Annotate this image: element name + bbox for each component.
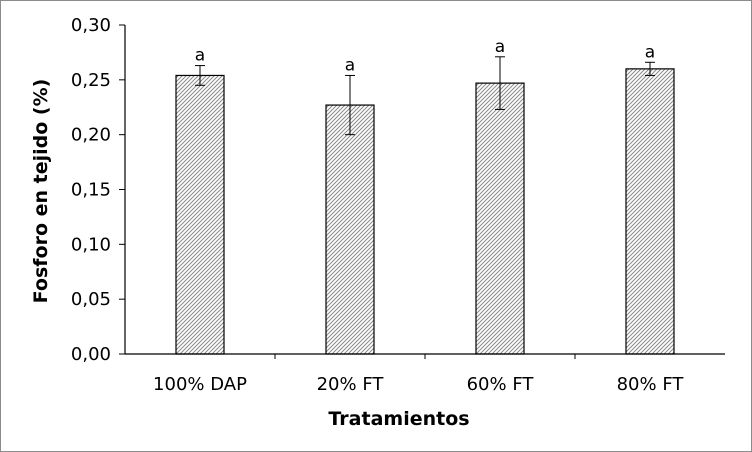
bar (625, 68, 675, 355)
x-tick-label: 80% FT (617, 374, 685, 395)
y-tick-label: 0,10 (71, 234, 111, 255)
x-tick-label: 60% FT (467, 374, 535, 395)
significance-label: a (645, 42, 655, 62)
y-tick-label: 0,30 (71, 15, 111, 36)
y-tick-label: 0,15 (71, 180, 111, 201)
y-tick-label: 0,25 (71, 70, 111, 91)
ticks-layer: 100% DAP 20% FT 60% FT 80% FT 0,00 0,05 0,10 0,… (71, 15, 684, 395)
y-tick-label: 0,00 (71, 344, 111, 365)
bar (325, 104, 375, 355)
significance-label: a (495, 37, 505, 57)
significance-labels-layer: a aa a (195, 37, 655, 76)
bars-layer (175, 68, 675, 355)
bar (175, 74, 225, 355)
x-axis-title: Tratamientos (328, 408, 469, 430)
bar (475, 82, 525, 355)
y-tick-label: 0,05 (71, 289, 111, 310)
x-tick-label: 20% FT (317, 374, 385, 395)
x-tick-label: 100% DAP (153, 374, 247, 395)
significance-label: a (195, 46, 205, 66)
y-tick-label: 0,20 (71, 125, 111, 146)
error-bars-layer (195, 56, 655, 136)
y-axis-title: Fosforo en tejido (%) (30, 79, 52, 304)
significance-label: a (345, 55, 355, 75)
